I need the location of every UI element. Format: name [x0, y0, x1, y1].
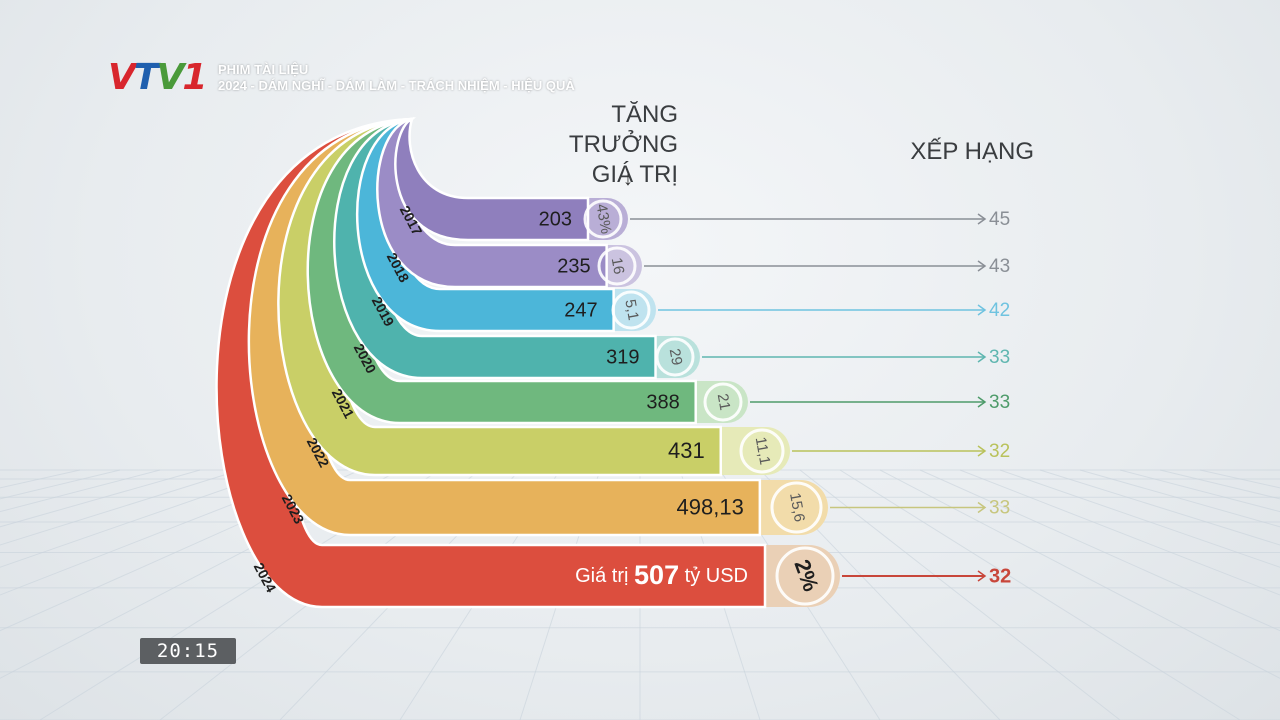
rank-label-2023: 33 — [989, 498, 1010, 519]
growth-header: TĂNG TRƯỞNG GIÁ TRỊ — [520, 100, 678, 190]
growth-badge-2021 — [703, 382, 743, 422]
growth-label-2022: 11,1 — [752, 436, 774, 467]
logo-text: VTV1 — [108, 57, 207, 98]
grid-line — [0, 469, 241, 546]
growth-badge-2024 — [775, 546, 835, 606]
program-info: PHIM TÀI LIỆU 2024 - DÁM NGHĨ - DÁM LÀM … — [218, 62, 575, 94]
growth-label-2018: 16 — [608, 256, 628, 275]
rank-label-2022: 32 — [989, 441, 1010, 462]
growth-bar-2022 — [700, 427, 790, 475]
growth-label-2017: 43% — [593, 203, 615, 236]
rank-label-2020: 33 — [989, 347, 1010, 368]
growth-badge-2018 — [597, 246, 637, 286]
rank-label-2019: 42 — [989, 300, 1010, 321]
rank-label-2024: 32 — [989, 565, 1011, 587]
grid-line — [999, 469, 1280, 568]
rank-arrowhead-2021 — [977, 396, 987, 408]
growth-badge-2020 — [655, 337, 695, 377]
value-label-2017: 203 — [539, 208, 572, 230]
growth-badge-2023 — [770, 481, 823, 534]
rank-arrowhead-2024 — [977, 570, 987, 582]
growth-bar-2023 — [739, 480, 828, 535]
rank-label-2017: 45 — [989, 209, 1010, 230]
growth-label-2019: 5,1 — [621, 298, 641, 321]
grid-line — [0, 469, 321, 596]
value-label-2022: 431 — [668, 438, 705, 463]
rank-arrowhead-2020 — [977, 351, 987, 363]
rank-arrowhead-2018 — [977, 260, 987, 272]
growth-label-2023: 15,6 — [786, 492, 808, 524]
rank-arrowhead-2023 — [977, 501, 987, 514]
value-label-2019: 247 — [564, 299, 597, 321]
grid-line — [959, 469, 1280, 596]
rank-header: XẾP HẠNG — [910, 138, 1034, 165]
down-arrow-icon: ↓ — [623, 168, 633, 190]
growth-label-2021: 21 — [714, 392, 734, 411]
rank-arrowhead-2022 — [977, 445, 987, 457]
rank-label-2018: 43 — [989, 256, 1010, 277]
rank-arrowhead-2017 — [977, 213, 987, 225]
growth-label-2020: 29 — [666, 347, 686, 366]
growth-header-line2: GIÁ TRỊ — [591, 161, 678, 188]
grid-line — [0, 469, 201, 528]
value-label-2024: Giá trị 507 tỷ USD — [575, 560, 748, 590]
growth-bar-2024 — [745, 545, 840, 607]
grid-line — [0, 469, 281, 568]
grid-line — [839, 469, 1241, 720]
grid-line — [919, 469, 1280, 632]
value-label-2020: 319 — [606, 346, 639, 368]
channel-logo: VTV1 — [108, 57, 207, 98]
grid-line — [1079, 469, 1280, 528]
growth-header-line1: TĂNG TRƯỞNG — [568, 101, 678, 158]
program-line1: PHIM TÀI LIỆU — [218, 62, 309, 77]
clock: 20:15 — [140, 638, 236, 664]
grid-line — [1039, 469, 1280, 546]
rank-arrowhead-2019 — [977, 304, 987, 316]
grid-line — [799, 469, 1121, 720]
growth-badge-2017 — [583, 199, 623, 239]
value-label-2021: 388 — [646, 391, 679, 413]
growth-badge-2019 — [611, 290, 651, 330]
grid-line — [879, 469, 1280, 679]
value-label-2023: 498,13 — [677, 494, 744, 519]
growth-badge-2022 — [739, 428, 785, 474]
ribbon-bar-2017 — [394, 116, 590, 242]
rank-label-2021: 33 — [989, 392, 1010, 413]
program-line2: 2024 - DÁM NGHĨ - DÁM LÀM - TRÁCH NHIỆM … — [218, 78, 575, 93]
value-label-2018: 235 — [557, 255, 590, 277]
